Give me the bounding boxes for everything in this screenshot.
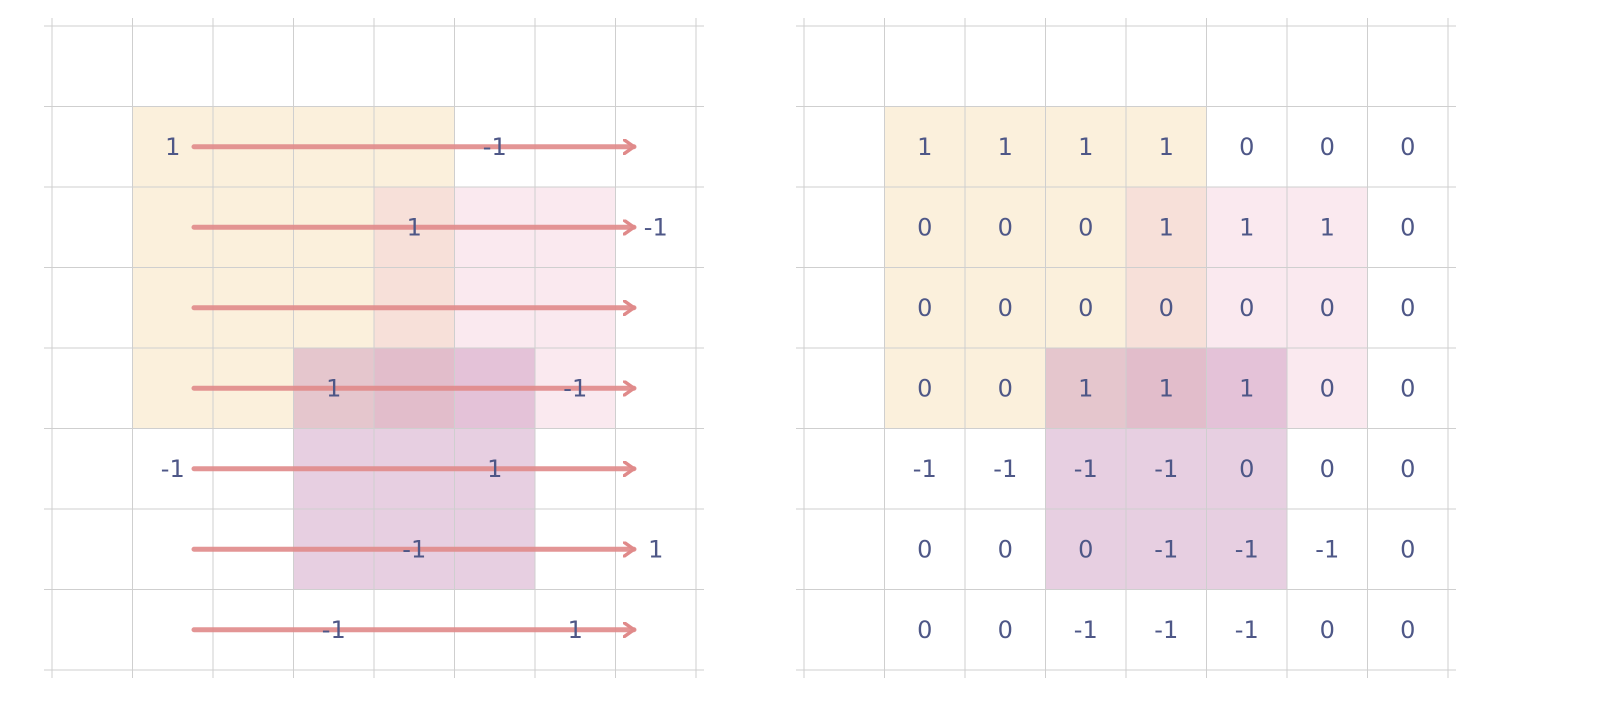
- matrix-cell-value: 0: [917, 535, 932, 563]
- matrix-cell-value: 1: [1078, 374, 1093, 402]
- matrix-cell-value: 1: [998, 133, 1013, 161]
- matrix-cell-value: 1: [917, 133, 932, 161]
- diff-value-label: -1: [644, 213, 668, 241]
- matrix-cell-value: 0: [1078, 535, 1093, 563]
- matrix-cell-value: 0: [1239, 294, 1254, 322]
- matrix-cell-value: -1: [1154, 535, 1178, 563]
- matrix-cell-value: 0: [1159, 294, 1174, 322]
- matrix-cell-value: -1: [1235, 616, 1259, 644]
- matrix-cell-value: 0: [917, 294, 932, 322]
- matrix-cell-value: -1: [1154, 455, 1178, 483]
- diff-value-label: 1: [326, 374, 341, 402]
- diff-value-label: 1: [568, 616, 583, 644]
- matrix-cell-value: 1: [1078, 133, 1093, 161]
- matrix-cell-value: 0: [917, 213, 932, 241]
- left-panel-sweep-grid: 1 -1 1 -1 1 -1 -1 1 -1 1 -1 1: [44, 18, 704, 678]
- matrix-cell-value: 0: [1239, 133, 1254, 161]
- matrix-cell-value: 0: [998, 294, 1013, 322]
- diff-value-label: -1: [322, 616, 346, 644]
- diff-value-label: -1: [161, 455, 185, 483]
- diff-value-label: 1: [407, 213, 422, 241]
- matrix-cell-value: 0: [998, 535, 1013, 563]
- matrix-cell-value: 0: [998, 213, 1013, 241]
- matrix-cell-value: 0: [1239, 455, 1254, 483]
- matrix-cell-value: -1: [1074, 616, 1098, 644]
- matrix-cell-value: 0: [1400, 294, 1415, 322]
- right-panel-result-matrix: 1 1 1 1 0 0 0 0 0 0 1 1 1 0 0 0 0 0 0 0 0 0 0 1 1 1 0 0 -1 -1 -1 -1 0 0 0 0…: [796, 18, 1456, 678]
- right-rect-purple: [1045, 348, 1287, 590]
- diff-value-label: -1: [402, 535, 426, 563]
- diff-value-label: 1: [648, 535, 663, 563]
- matrix-cell-value: -1: [1074, 455, 1098, 483]
- matrix-cell-value: 1: [1239, 374, 1254, 402]
- matrix-cell-value: 0: [1400, 133, 1415, 161]
- matrix-cell-value: 0: [1320, 294, 1335, 322]
- diff-value-label: -1: [563, 374, 587, 402]
- matrix-cell-value: -1: [1235, 535, 1259, 563]
- diff-value-label: 1: [165, 133, 180, 161]
- matrix-cell-value: 1: [1159, 374, 1174, 402]
- matrix-cell-value: 0: [1320, 133, 1335, 161]
- matrix-cell-value: 1: [1320, 213, 1335, 241]
- matrix-cell-value: -1: [1315, 535, 1339, 563]
- matrix-cell-value: -1: [993, 455, 1017, 483]
- matrix-cell-value: -1: [913, 455, 937, 483]
- matrix-cell-value: 0: [998, 374, 1013, 402]
- matrix-cell-value: 0: [1400, 616, 1415, 644]
- matrix-cell-value: 0: [917, 374, 932, 402]
- right-rect-pink: [1126, 187, 1368, 429]
- matrix-cell-value: 0: [1400, 455, 1415, 483]
- matrix-cell-value: -1: [1154, 616, 1178, 644]
- matrix-cell-value: 0: [1320, 455, 1335, 483]
- diff-value-label: 1: [487, 455, 502, 483]
- matrix-cell-value: 1: [1159, 133, 1174, 161]
- matrix-cell-value: 0: [917, 616, 932, 644]
- diff-value-label: -1: [483, 133, 507, 161]
- matrix-cell-value: 0: [1400, 374, 1415, 402]
- matrix-cell-value: 0: [998, 616, 1013, 644]
- matrix-cell-value: 1: [1239, 213, 1254, 241]
- matrix-cell-value: 0: [1320, 374, 1335, 402]
- matrix-cell-value: 0: [1320, 616, 1335, 644]
- matrix-cell-value: 0: [1400, 535, 1415, 563]
- matrix-cell-value: 0: [1078, 213, 1093, 241]
- matrix-cell-value: 0: [1078, 294, 1093, 322]
- matrix-cell-value: 0: [1400, 213, 1415, 241]
- matrix-cell-value: 1: [1159, 213, 1174, 241]
